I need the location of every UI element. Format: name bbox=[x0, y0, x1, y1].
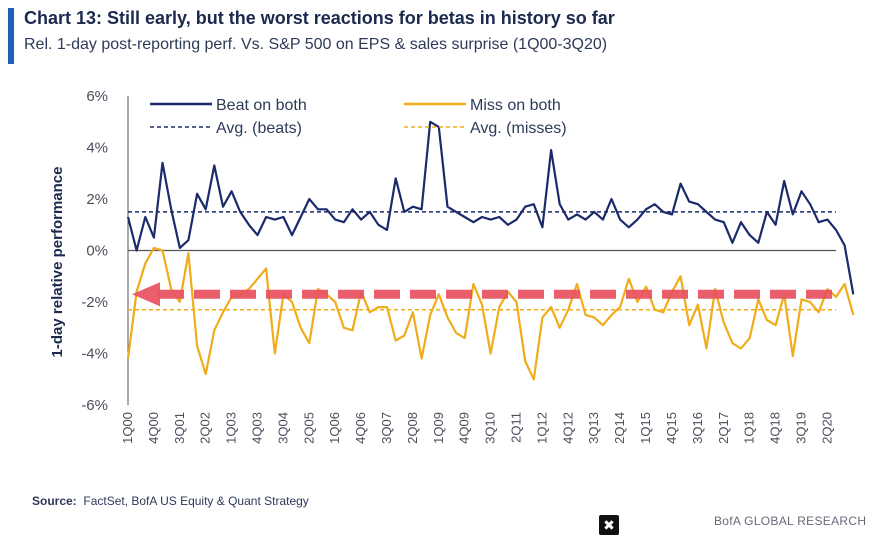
x-tick-label: 2Q14 bbox=[612, 412, 627, 444]
x-tick-label: 3Q01 bbox=[172, 412, 187, 444]
x-tick-label: 3Q19 bbox=[793, 412, 808, 444]
series-miss-on-both bbox=[126, 246, 855, 381]
x-tick-label: 4Q00 bbox=[146, 412, 161, 444]
x-tick-label: 2Q20 bbox=[819, 412, 834, 444]
x-tick-label: 1Q00 bbox=[120, 412, 135, 444]
x-tick-label: 4Q15 bbox=[664, 412, 679, 444]
legend-label-miss: Miss on both bbox=[470, 97, 561, 114]
x-tick-label: 1Q18 bbox=[742, 412, 757, 444]
title-accent-bar bbox=[8, 8, 14, 64]
x-tick-label: 3Q16 bbox=[690, 412, 705, 444]
series-beat-on-both bbox=[126, 120, 855, 295]
y-tick-label: 6% bbox=[86, 88, 108, 105]
x-tick-label: 1Q15 bbox=[638, 412, 653, 444]
chart-title: Chart 13: Still early, but the worst rea… bbox=[24, 8, 615, 28]
x-tick-label: 4Q09 bbox=[457, 412, 472, 444]
y-axis-title: 1-day relative performance bbox=[49, 167, 66, 358]
x-tick-label: 4Q18 bbox=[768, 412, 783, 444]
legend-label-beat: Beat on both bbox=[216, 97, 307, 114]
x-tick-label: 2Q05 bbox=[301, 412, 316, 444]
y-tick-label: -6% bbox=[81, 397, 108, 414]
x-tick-label: 3Q10 bbox=[483, 412, 498, 444]
arrow-head bbox=[132, 282, 160, 307]
chart-subtitle: Rel. 1-day post-reporting perf. Vs. S&P … bbox=[24, 36, 608, 53]
x-tick-label: 1Q09 bbox=[431, 412, 446, 444]
x-tick-label: 2Q11 bbox=[509, 412, 524, 443]
source-text: FactSet, BofA US Equity & Quant Strategy bbox=[83, 494, 309, 508]
legend-label-avg-beats: Avg. (beats) bbox=[216, 120, 302, 137]
x-tick-label: 3Q13 bbox=[586, 412, 601, 444]
x-tick-label: 4Q06 bbox=[353, 412, 368, 444]
x-tick-label: 4Q03 bbox=[250, 412, 265, 444]
source-note: Source: FactSet, BofA US Equity & Quant … bbox=[32, 494, 309, 508]
legend-label-avg-misses: Avg. (misses) bbox=[470, 120, 567, 137]
x-tick-label: 2Q08 bbox=[405, 412, 420, 444]
close-icon[interactable]: ✖ bbox=[599, 515, 619, 535]
x-tick-label: 3Q04 bbox=[275, 412, 290, 444]
x-tick-label: 3Q07 bbox=[379, 412, 394, 444]
y-tick-label: 2% bbox=[86, 191, 108, 208]
brand-label: BofA GLOBAL RESEARCH bbox=[714, 514, 867, 528]
x-tick-label: 1Q12 bbox=[534, 412, 549, 444]
x-tick-label: 4Q12 bbox=[560, 412, 575, 444]
x-tick-label: 2Q02 bbox=[198, 412, 213, 444]
y-tick-label: 0% bbox=[86, 243, 108, 260]
source-label: Source: bbox=[32, 494, 77, 508]
y-tick-label: -4% bbox=[81, 346, 108, 363]
x-tick-label: 1Q03 bbox=[224, 412, 239, 444]
x-tick-label: 2Q17 bbox=[716, 412, 731, 444]
x-tick-label: 1Q06 bbox=[327, 412, 342, 444]
y-tick-label: 4% bbox=[86, 140, 108, 157]
y-tick-label: -2% bbox=[81, 294, 108, 311]
